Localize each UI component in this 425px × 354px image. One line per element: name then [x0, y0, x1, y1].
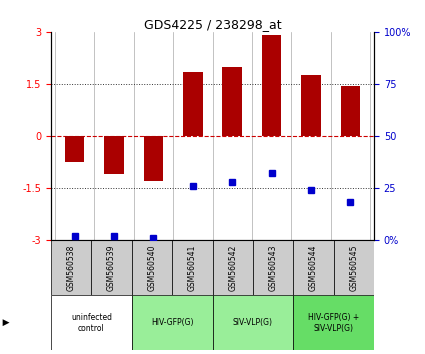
FancyBboxPatch shape [132, 295, 212, 350]
Bar [183, 72, 203, 136]
FancyBboxPatch shape [293, 295, 374, 350]
Text: GSM560541: GSM560541 [188, 244, 197, 291]
FancyBboxPatch shape [253, 240, 293, 295]
Bar [340, 86, 360, 136]
FancyBboxPatch shape [334, 240, 374, 295]
Text: GSM560538: GSM560538 [67, 244, 76, 291]
FancyBboxPatch shape [212, 295, 293, 350]
Text: GSM560544: GSM560544 [309, 244, 318, 291]
FancyBboxPatch shape [51, 240, 91, 295]
Bar [104, 136, 124, 174]
Text: GSM560540: GSM560540 [147, 244, 156, 291]
Text: HIV-GFP(G) +
SIV-VLP(G): HIV-GFP(G) + SIV-VLP(G) [308, 313, 359, 332]
Bar [65, 136, 85, 162]
FancyBboxPatch shape [172, 240, 212, 295]
Text: SIV-VLP(G): SIV-VLP(G) [233, 318, 273, 327]
Text: GSM560542: GSM560542 [228, 244, 237, 291]
Bar [262, 35, 281, 136]
Text: uninfected
control: uninfected control [71, 313, 112, 332]
Text: GSM560543: GSM560543 [269, 244, 278, 291]
FancyBboxPatch shape [212, 240, 253, 295]
Text: infection ▶: infection ▶ [0, 318, 9, 327]
Bar [144, 136, 163, 181]
Bar [301, 75, 321, 136]
Text: GSM560545: GSM560545 [349, 244, 358, 291]
Text: HIV-GFP(G): HIV-GFP(G) [151, 318, 193, 327]
FancyBboxPatch shape [51, 295, 132, 350]
Text: GSM560539: GSM560539 [107, 244, 116, 291]
Title: GDS4225 / 238298_at: GDS4225 / 238298_at [144, 18, 281, 31]
FancyBboxPatch shape [293, 240, 334, 295]
FancyBboxPatch shape [91, 240, 132, 295]
Bar [222, 67, 242, 136]
FancyBboxPatch shape [132, 240, 172, 295]
